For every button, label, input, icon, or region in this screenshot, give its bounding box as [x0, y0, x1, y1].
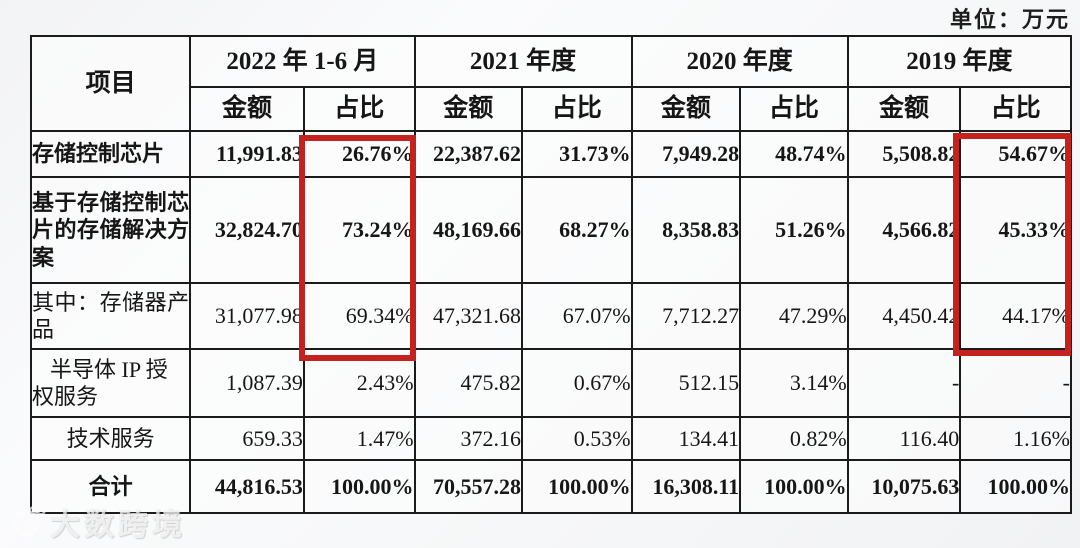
row-label: 技术服务 — [29, 416, 192, 461]
table-cell: 47,321.68 — [413, 282, 524, 350]
table-cell: 100.00% — [302, 459, 416, 514]
table-cell: 3.14% — [739, 348, 849, 418]
table-cell: 0.82% — [739, 416, 849, 461]
table-cell: 11,991.83 — [189, 130, 305, 178]
table-cell: 69.34% — [302, 282, 416, 350]
table-cell: 1.16% — [959, 416, 1072, 461]
table-row-technical-services: 技术服务 659.33 1.47% 372.16 0.53% 134.41 0.… — [29, 416, 1072, 461]
table-cell: 372.16 — [413, 416, 524, 461]
table-cell: 512.15 — [630, 348, 742, 418]
table-cell: 47.29% — [739, 282, 849, 350]
sub-header-ratio: 占比 — [739, 86, 849, 132]
table-cell: 31,077.98 — [189, 282, 305, 350]
table-row-ip-licensing: 半导体 IP 授权服务 1,087.39 2.43% 475.82 0.67% … — [29, 348, 1072, 418]
table-cell: 51.26% — [739, 176, 849, 284]
sub-header-ratio: 占比 — [959, 86, 1072, 132]
col-group-2019: 2019 年度 — [846, 35, 1073, 88]
sub-header-amount: 金额 — [413, 86, 524, 132]
table-cell: 1.47% — [302, 416, 416, 461]
sub-header-ratio: 占比 — [521, 86, 633, 132]
watermark: 大数跨境 — [6, 500, 186, 544]
table-header-year-row: 项目 2022 年 1-6 月 2021 年度 2020 年度 2019 年度 — [29, 35, 1073, 132]
row-label: 合计 — [29, 459, 192, 514]
table-cell: 26.76% — [302, 130, 416, 178]
table-cell: 0.53% — [521, 416, 633, 461]
table-cell: 5,508.82 — [846, 130, 962, 178]
table-cell: 116.40 — [846, 416, 962, 461]
table-cell: - — [846, 348, 962, 418]
table-cell: 100.00% — [959, 459, 1072, 514]
table-cell: 48.74% — [739, 130, 849, 178]
table-cell: 2.43% — [302, 348, 416, 418]
revenue-breakdown-table: 项目 2022 年 1-6 月 2021 年度 2020 年度 2019 年度 … — [29, 35, 1073, 514]
sub-header-amount: 金额 — [846, 86, 962, 132]
sub-header-ratio: 占比 — [302, 86, 416, 132]
table-cell: 134.41 — [630, 416, 742, 461]
table-cell: - — [959, 348, 1072, 418]
table-cell: 70,557.28 — [413, 459, 524, 514]
circular-brand-logo-icon — [6, 502, 46, 542]
table-cell: 32,824.70 — [189, 176, 305, 284]
row-label: 半导体 IP 授权服务 — [29, 348, 192, 418]
table-row-storage-solutions: 基于存储控制芯片的存储解决方案 32,824.70 73.24% 48,169.… — [29, 176, 1072, 284]
table-row-memory-products: 其中：存储器产品 31,077.98 69.34% 47,321.68 67.0… — [29, 282, 1072, 350]
table-cell: 1,087.39 — [189, 348, 305, 418]
table-cell: 16,308.11 — [630, 459, 742, 514]
unit-label: 单位：万元 — [949, 7, 1070, 32]
item-column-header: 项目 — [29, 35, 192, 132]
table-cell: 100.00% — [521, 459, 633, 514]
table-cell: 67.07% — [521, 282, 633, 350]
table-cell: 44.17% — [959, 282, 1072, 350]
col-group-2021: 2021 年度 — [413, 35, 633, 88]
watermark-text: 大数跨境 — [50, 509, 186, 542]
table-cell: 44,816.53 — [189, 459, 305, 514]
table-cell: 659.33 — [189, 416, 305, 461]
row-label: 其中：存储器产品 — [29, 282, 192, 350]
table-cell: 31.73% — [521, 130, 633, 178]
sub-header-amount: 金额 — [630, 86, 742, 132]
table-cell: 0.67% — [521, 348, 633, 418]
table-cell: 100.00% — [739, 459, 849, 514]
table-cell: 10,075.63 — [846, 459, 962, 514]
table-row-total: 合计 44,816.53 100.00% 70,557.28 100.00% 1… — [29, 459, 1072, 514]
sub-header-amount: 金额 — [189, 86, 305, 132]
table-cell: 4,450.42 — [846, 282, 962, 350]
table-cell: 68.27% — [521, 176, 633, 284]
row-label: 存储控制芯片 — [29, 130, 192, 178]
table-cell: 48,169.66 — [413, 176, 524, 284]
table-cell: 45.33% — [959, 176, 1072, 284]
table-header-sub-row: 金额 占比 金额 占比 金额 占比 金额 占比 — [31, 86, 1072, 132]
table-cell: 8,358.83 — [630, 176, 742, 284]
table-cell: 475.82 — [413, 348, 524, 418]
col-group-2022: 2022 年 1-6 月 — [189, 35, 416, 88]
table-cell: 7,712.27 — [630, 282, 742, 350]
row-label: 基于存储控制芯片的存储解决方案 — [29, 176, 192, 284]
table-cell: 54.67% — [959, 130, 1072, 178]
table-cell: 7,949.28 — [630, 130, 742, 178]
table-cell: 4,566.82 — [846, 176, 962, 284]
table-cell: 22,387.62 — [413, 130, 524, 178]
financial-table-wrap: 项目 2022 年 1-6 月 2021 年度 2020 年度 2019 年度 … — [29, 35, 1073, 514]
table-cell: 73.24% — [302, 176, 416, 284]
table-row-storage-control-chips: 存储控制芯片 11,991.83 26.76% 22,387.62 31.73%… — [29, 130, 1072, 178]
col-group-2020: 2020 年度 — [630, 35, 849, 88]
